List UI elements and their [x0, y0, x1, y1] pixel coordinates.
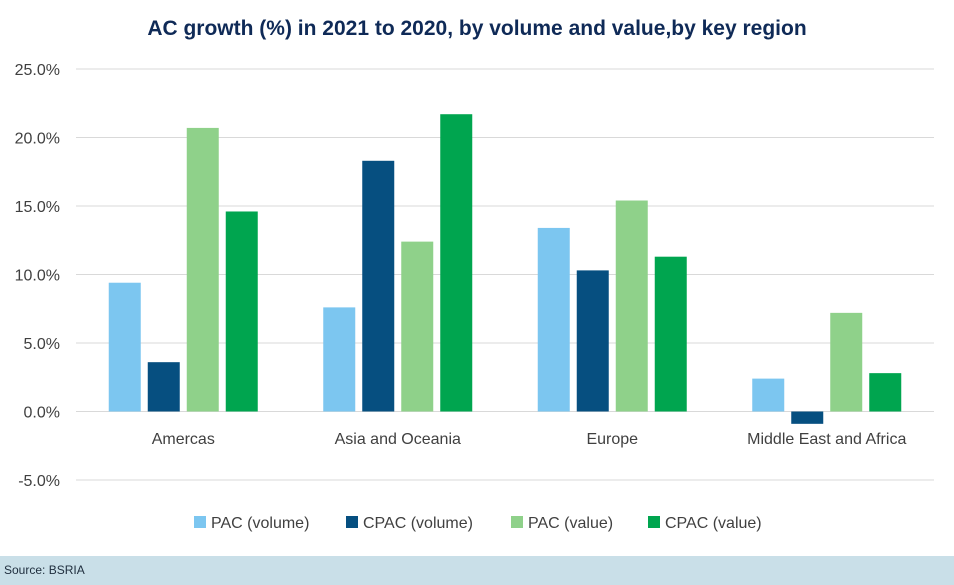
bar — [323, 307, 356, 412]
legend-label: PAC (volume) — [211, 515, 309, 532]
category-label: Europe — [586, 431, 638, 448]
source-bar: Source: BSRIA — [0, 556, 954, 585]
legend-swatch — [511, 516, 523, 528]
bar — [147, 362, 180, 412]
bar — [440, 114, 473, 412]
y-tick-label: 5.0% — [24, 336, 60, 353]
bar — [615, 200, 648, 412]
bar — [791, 411, 824, 424]
legend-label: PAC (value) — [528, 515, 613, 532]
y-tick-label: 0.0% — [24, 405, 60, 422]
y-tick-label: 25.0% — [15, 62, 60, 79]
bars — [108, 114, 902, 424]
legend: PAC (volume) CPAC (volume) PAC (value) CPAC… — [194, 515, 762, 532]
bar — [576, 270, 609, 412]
bar — [362, 160, 395, 412]
bar — [537, 227, 570, 412]
bar — [752, 378, 785, 412]
chart-title: AC growth (%) in 2021 to 2020, by volume… — [147, 17, 806, 40]
category-label: Amercas — [152, 431, 215, 448]
y-tick-label: -5.0% — [18, 473, 60, 490]
legend-swatch — [648, 516, 660, 528]
y-tick-label: 15.0% — [15, 199, 60, 216]
bar — [830, 312, 863, 412]
bar-chart: AC growth (%) in 2021 to 2020, by volume… — [15, 17, 934, 532]
bar — [108, 282, 141, 412]
y-tick-label: 20.0% — [15, 131, 60, 148]
bar — [869, 373, 902, 412]
legend-label: CPAC (volume) — [363, 515, 473, 532]
bar — [225, 211, 258, 412]
gridlines — [76, 68, 934, 481]
legend-label: CPAC (value) — [665, 515, 762, 532]
y-axis-ticks: 25.0% 20.0% 15.0% 10.0% 5.0% 0.0% -5.0% — [15, 62, 60, 490]
bar — [401, 241, 434, 412]
category-label: Middle East and Africa — [747, 431, 906, 448]
legend-swatch — [346, 516, 358, 528]
y-tick-label: 10.0% — [15, 268, 60, 285]
source-note: Source: BSRIA — [4, 563, 85, 577]
bar — [186, 127, 219, 412]
category-labels: Amercas Asia and Oceania Europe Middle East… — [152, 431, 907, 448]
bar — [654, 256, 687, 412]
category-label: Asia and Oceania — [335, 431, 461, 448]
legend-swatch — [194, 516, 206, 528]
